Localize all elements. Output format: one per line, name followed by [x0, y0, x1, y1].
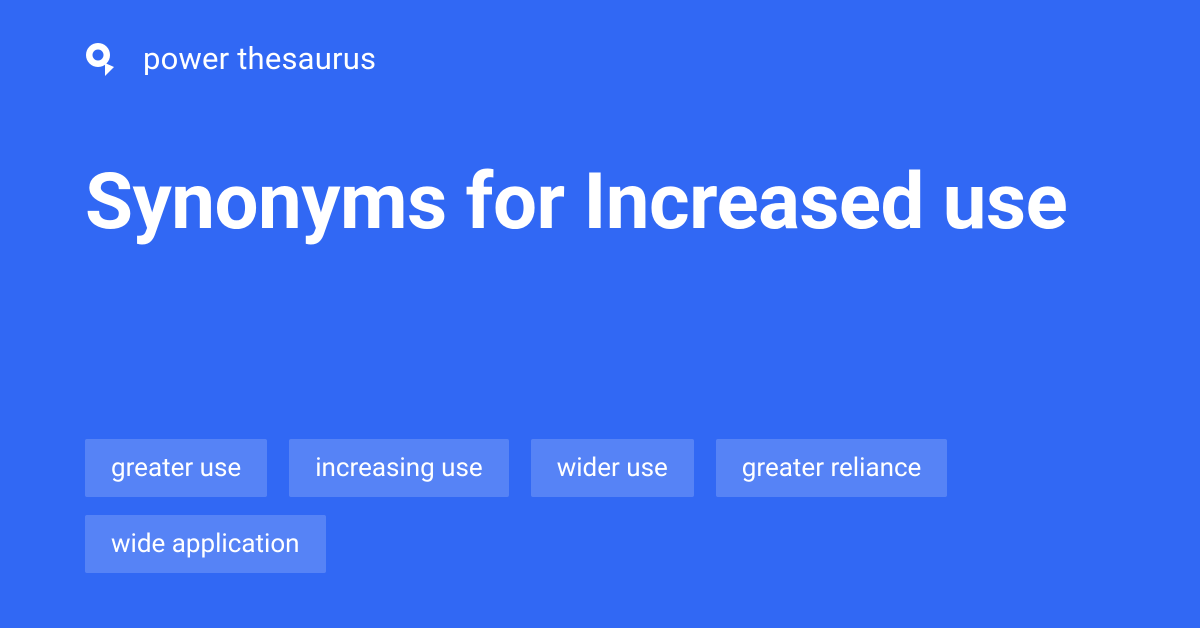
synonym-chip-list: greater use increasing use wider use gre… — [85, 439, 1115, 573]
logo-icon — [85, 41, 121, 77]
synonym-chip[interactable]: wider use — [531, 439, 694, 497]
synonym-chip[interactable]: increasing use — [289, 439, 508, 497]
synonym-chip[interactable]: greater use — [85, 439, 267, 497]
header: power thesaurus — [85, 40, 376, 77]
brand-name: power thesaurus — [143, 40, 376, 77]
synonym-chip[interactable]: wide application — [85, 515, 326, 573]
page-title: Synonyms for Increased use — [85, 158, 1115, 248]
synonym-chip[interactable]: greater reliance — [716, 439, 948, 497]
